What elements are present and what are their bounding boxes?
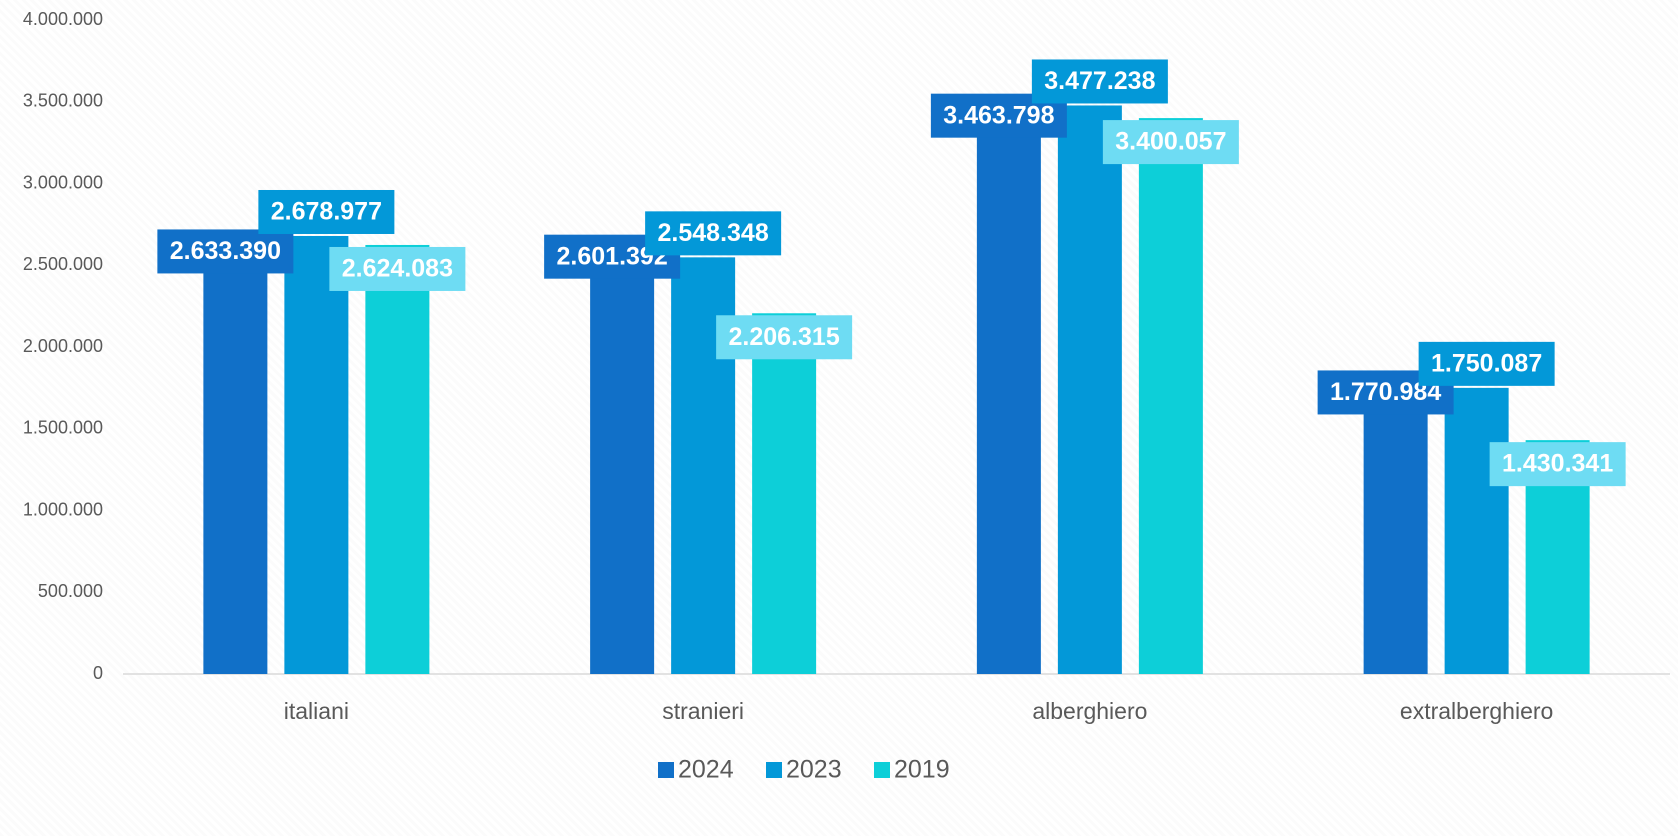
data-label-box [258,189,395,234]
y-tick-label: 3.500.000 [23,91,103,111]
data-label: 2.633.390 [170,237,281,265]
y-tick-label: 4.000.000 [23,9,103,29]
legend-label: 2023 [786,756,842,784]
data-label-box [329,246,466,291]
data-label: 3.477.238 [1044,67,1155,95]
x-tick-label: stranieri [662,698,744,724]
y-tick-label: 3.000.000 [23,172,103,192]
y-tick-label: 1.500.000 [23,418,103,438]
x-tick-label: extralberghiero [1400,698,1553,724]
data-label-box [157,229,294,274]
bar [976,107,1041,675]
data-label: 2.678.977 [271,198,382,226]
y-tick-label: 2.000.000 [23,336,103,356]
bar [752,313,817,674]
data-label-box [1031,59,1168,104]
data-label: 2.206.315 [729,323,840,351]
data-label-box [1489,442,1626,487]
data-label: 2.548.348 [658,219,769,247]
bar [365,244,430,674]
bar [203,243,268,674]
bar [284,235,349,675]
legend-label: 2024 [678,756,734,784]
bar [590,248,655,674]
bar [1363,384,1428,674]
data-label-box [645,211,782,256]
bar [1444,387,1509,674]
bar [1138,118,1203,674]
y-tick-label: 0 [93,663,103,683]
y-tick-label: 500.000 [38,581,103,601]
data-label: 3.400.057 [1115,128,1226,156]
data-label: 1.430.341 [1502,450,1613,478]
legend-label: 2019 [894,756,950,784]
legend-swatch [874,762,890,778]
data-label-box [1102,120,1239,165]
data-label: 1.750.087 [1431,349,1542,377]
legend-swatch [766,762,782,778]
data-label: 3.463.798 [943,101,1054,129]
bar [1057,105,1122,675]
x-tick-label: alberghiero [1032,698,1147,724]
data-label-box [1418,341,1555,386]
x-tick-label: italiani [284,698,349,724]
y-tick-label: 2.500.000 [23,254,103,274]
y-tick-label: 1.000.000 [23,499,103,519]
data-label-box [716,315,853,360]
data-label: 2.624.083 [342,255,453,283]
legend-swatch [658,762,674,778]
